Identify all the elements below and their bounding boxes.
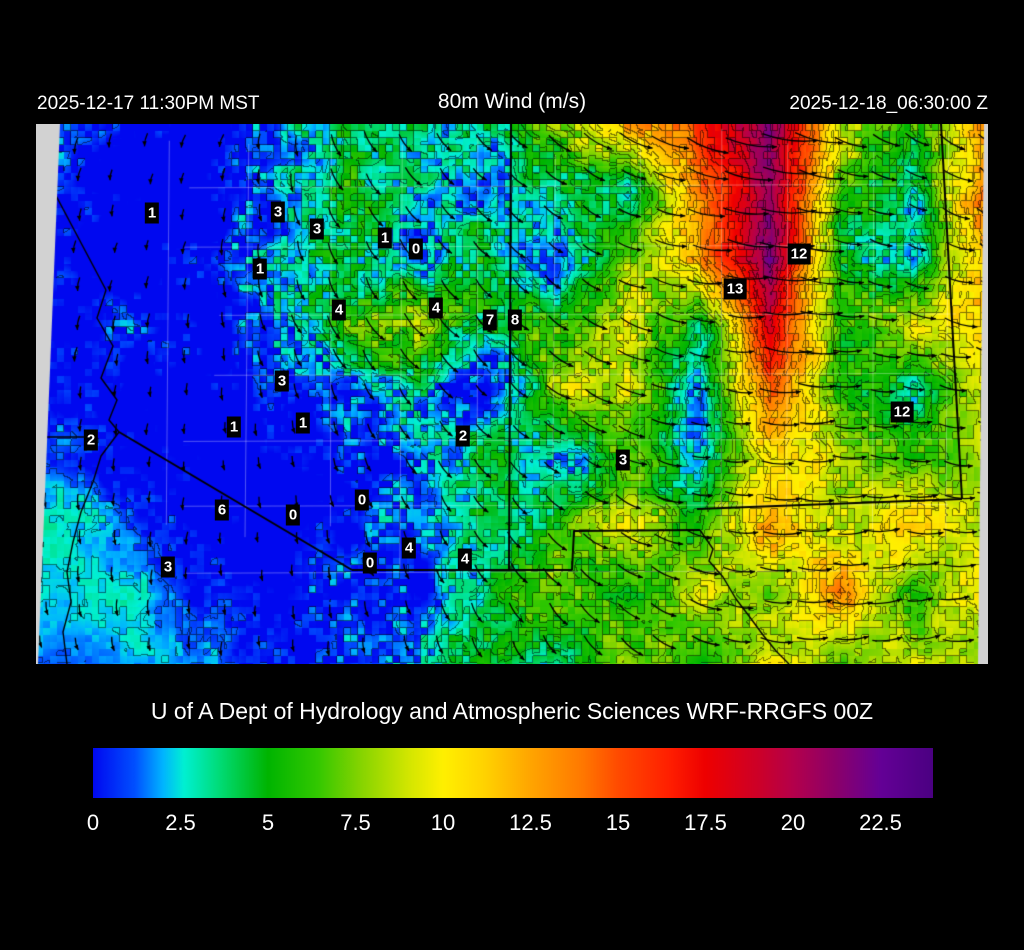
attribution-caption: U of A Dept of Hydrology and Atmospheric…	[150, 698, 874, 724]
wind-value-label: 3	[274, 370, 290, 392]
wind-value-label: 0	[354, 489, 370, 511]
wind-value-label: 0	[362, 552, 378, 574]
wind-value-label: 6	[214, 499, 230, 521]
wind-value-label: 1	[252, 258, 268, 280]
colorbar-canvas	[93, 748, 933, 798]
wind-value-label: 4	[457, 548, 473, 570]
colorbar-tick: 12.5	[509, 810, 552, 835]
wind-value-label: 1	[377, 227, 393, 249]
wind-value-label: 2	[455, 425, 471, 447]
wind-value-label: 3	[160, 556, 176, 578]
wind-value-label: 13	[723, 278, 747, 300]
wind-value-label: 8	[507, 309, 523, 331]
wind-value-label: 2	[83, 429, 99, 451]
colorbar-tick: 5	[261, 810, 275, 835]
wind-value-label: 0	[285, 504, 301, 526]
page-title: 80m Wind (m/s)	[437, 90, 587, 113]
wind-value-label: 3	[615, 449, 631, 471]
wind-value-label: 3	[270, 201, 286, 223]
wind-value-label: 12	[787, 243, 811, 265]
colorbar-tick: 0	[86, 810, 100, 835]
wind-map: 1 3 3 1 1 0 4 4 7 8 12 13 3 2 1 1 2 3 12 6 0 0 4 0 4 3	[36, 124, 988, 664]
colorbar-tick: 7.5	[340, 810, 371, 835]
utc-timestamp: 2025-12-18_06:30:00 Z	[789, 93, 988, 114]
colorbar-tick: 10	[430, 810, 456, 835]
wind-value-label: 1	[295, 412, 311, 434]
wind-value-label: 3	[309, 218, 325, 240]
wind-field-canvas	[36, 124, 988, 664]
colorbar-ticks: 0 2.5 5 7.5 10 12.5 15 17.5 20 22.5	[87, 810, 933, 840]
colorbar-tick: 15	[605, 810, 631, 835]
wind-value-label: 1	[144, 202, 160, 224]
wind-value-label: 7	[482, 309, 498, 331]
colorbar-tick: 17.5	[684, 810, 727, 835]
colorbar	[93, 748, 933, 798]
local-timestamp: 2025-12-17 11:30PM MST	[37, 93, 260, 114]
wind-value-label: 12	[890, 401, 914, 423]
wind-value-label: 4	[401, 537, 417, 559]
wind-value-label: 1	[226, 416, 242, 438]
wind-value-label: 0	[408, 238, 424, 260]
wind-value-label: 4	[331, 299, 347, 321]
colorbar-tick: 2.5	[165, 810, 196, 835]
colorbar-tick: 20	[780, 810, 806, 835]
wind-value-label: 4	[428, 297, 444, 319]
colorbar-tick: 22.5	[859, 810, 902, 835]
